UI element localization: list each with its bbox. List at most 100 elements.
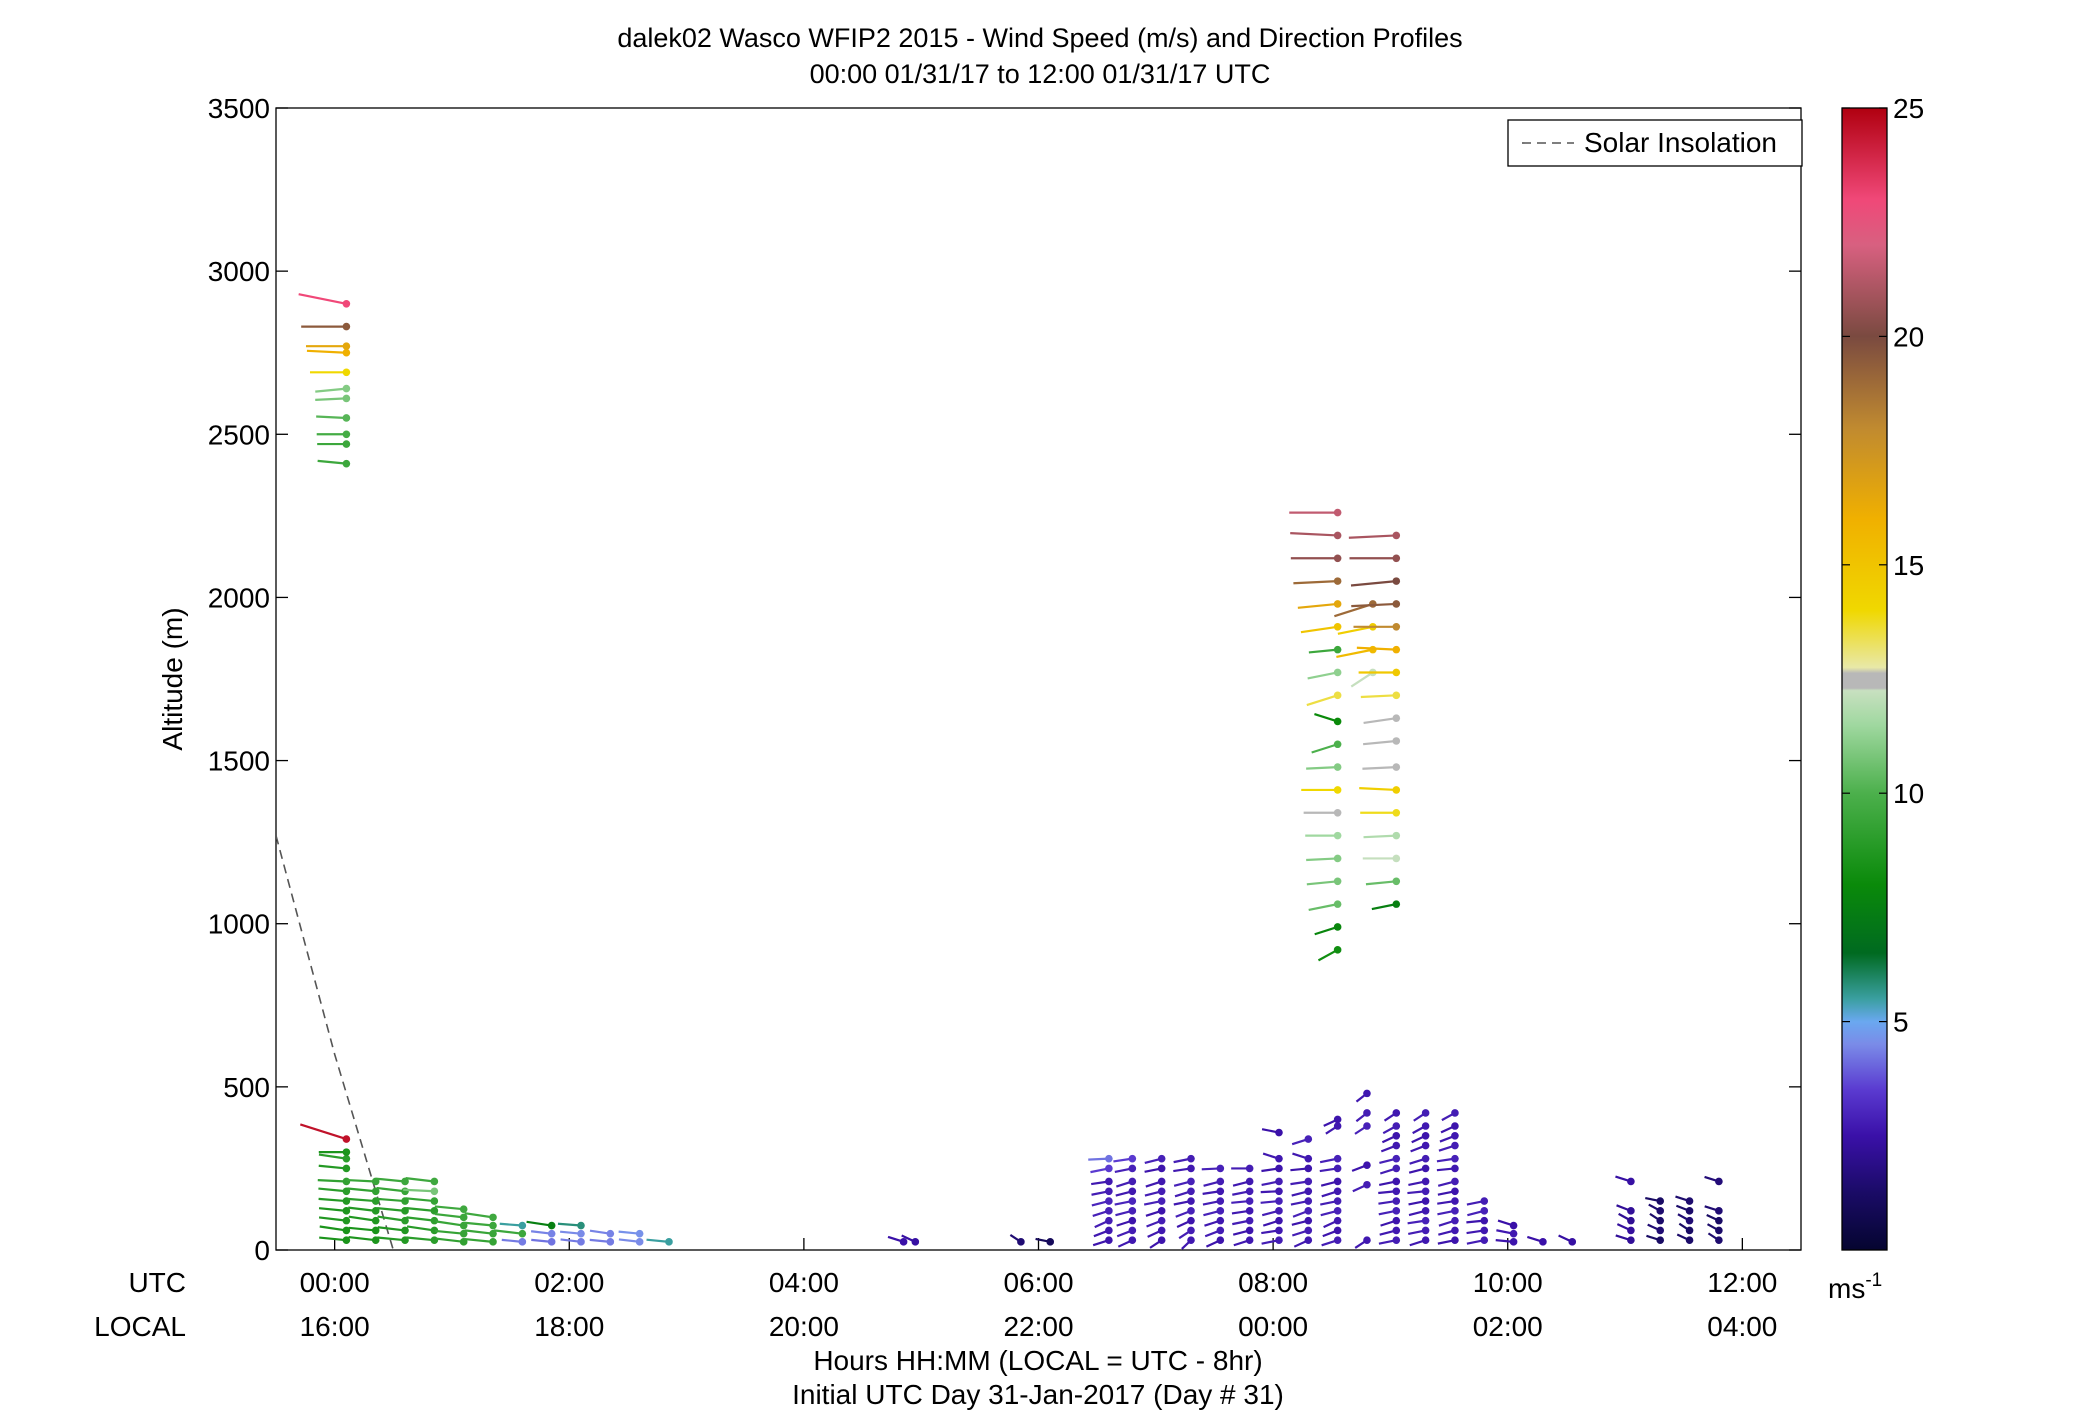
wind-barb-point	[547, 1229, 556, 1238]
wind-barb-point	[518, 1229, 527, 1238]
y-tick-label: 0	[254, 1235, 270, 1266]
wind-upper-barb-point	[1333, 531, 1342, 540]
x-tick-label-utc: 12:00	[1707, 1267, 1777, 1298]
wind-barb-point	[1157, 1197, 1166, 1205]
wind-barb-point	[459, 1229, 468, 1238]
wind-barb-point	[342, 1135, 351, 1143]
wind-barb-point	[342, 1154, 351, 1163]
wind-barb-point	[577, 1229, 585, 1238]
wind-barb-line	[315, 397, 347, 401]
wind-barb-point	[371, 1187, 380, 1196]
wind-barb-point	[1451, 1197, 1459, 1205]
wind-upper-barb-line	[1337, 625, 1374, 635]
wind-barb-line	[347, 1187, 376, 1193]
wind-upper-barb-point	[1333, 854, 1342, 863]
wind-barb-point	[1304, 1197, 1313, 1205]
wind-barb-point	[665, 1238, 673, 1246]
x-row-label-utc: UTC	[128, 1267, 186, 1298]
wind-barb-line	[526, 1220, 552, 1227]
wind-barb-point	[1105, 1164, 1113, 1173]
wind-barb-line	[435, 1229, 464, 1235]
wind-barb-point	[1392, 1187, 1401, 1196]
wind-barb-point	[1509, 1238, 1518, 1246]
wind-upper-barb-point	[1392, 645, 1401, 654]
y-tick-label: 3500	[208, 93, 270, 124]
wind-barb-point	[1363, 1122, 1371, 1130]
wind-barb-point	[1333, 1187, 1342, 1196]
wind-barb-point	[342, 440, 351, 448]
wind-barb-point	[1304, 1216, 1313, 1225]
wind-upper-barb-point	[1392, 554, 1401, 563]
wind-barb-point	[1333, 1207, 1342, 1215]
wind-upper-barb-line	[1350, 580, 1397, 587]
wind-upper-barb-point	[1333, 717, 1342, 726]
wind-barb-point	[1392, 1207, 1401, 1215]
wind-barb-point	[342, 1226, 351, 1235]
wind-barb-point	[1363, 1236, 1371, 1245]
wind-upper-barb-point	[1392, 600, 1401, 608]
wind-barb-point	[401, 1226, 409, 1235]
wind-barb-point	[547, 1238, 556, 1246]
wind-barb-line	[464, 1212, 494, 1219]
wind-barb-point	[1304, 1154, 1313, 1163]
wind-barb-point	[1128, 1187, 1137, 1196]
wind-barb-point	[1451, 1187, 1459, 1196]
wind-barb-point	[1392, 1164, 1401, 1173]
wind-barb-point	[1275, 1216, 1283, 1225]
wind-barb-point	[1392, 1236, 1401, 1245]
wind-barb-point	[1421, 1207, 1430, 1215]
y-tick-label: 2500	[208, 419, 270, 450]
colorbar-tick-label: 20	[1893, 321, 1924, 352]
wind-upper-barb-point	[1392, 763, 1401, 771]
wind-barb-point	[1568, 1238, 1577, 1246]
colorbar-tick-label: 25	[1893, 93, 1924, 124]
colorbar	[1841, 107, 1888, 1251]
wind-barb-point	[401, 1216, 409, 1225]
wind-upper-barb-point	[1333, 946, 1342, 954]
wind-barb-point	[1509, 1229, 1518, 1238]
wind-upper-barb-point	[1333, 622, 1342, 631]
wind-barb-line	[403, 1188, 435, 1193]
wind-upper-barb-line	[1365, 880, 1397, 886]
wind-barb-point	[1105, 1197, 1113, 1205]
wind-barb-point	[342, 1177, 351, 1186]
wind-upper-barb-point	[1333, 831, 1342, 840]
wind-barb-point	[430, 1236, 439, 1245]
wind-barb-point	[1105, 1154, 1113, 1163]
wind-barb-point	[430, 1207, 439, 1215]
solar-insolation-line	[276, 835, 395, 1250]
wind-barb-line	[406, 1216, 435, 1222]
wind-upper-barb-line	[1297, 602, 1338, 609]
wind-upper-barb-line	[1359, 787, 1397, 792]
wind-barb-point	[1392, 1226, 1401, 1235]
wind-upper-barb-line	[1351, 602, 1397, 608]
wind-barb-point	[911, 1238, 920, 1246]
wind-barb-point	[1157, 1226, 1166, 1235]
wind-upper-barb-line	[1306, 857, 1338, 862]
wind-barb-point	[1275, 1207, 1283, 1215]
wind-upper-barb-line	[1371, 903, 1397, 911]
wind-barb-line	[316, 415, 347, 420]
wind-barb-point	[1421, 1164, 1430, 1173]
colorbar-tick-label: 5	[1893, 1007, 1909, 1038]
wind-barb-point	[1480, 1236, 1489, 1245]
wind-barb-point	[635, 1238, 644, 1246]
wind-barb-point	[1421, 1109, 1430, 1117]
wind-barb-point	[1480, 1216, 1489, 1225]
wind-barb-line	[317, 1179, 347, 1183]
wind-barb-point	[1685, 1197, 1694, 1205]
wind-barb-point	[1275, 1177, 1283, 1186]
wind-barb-point	[1157, 1177, 1166, 1186]
chart-subtitle: 00:00 01/31/17 to 12:00 01/31/17 UTC	[810, 59, 1271, 89]
wind-upper-barb-point	[1392, 831, 1401, 840]
wind-barb-point	[1275, 1187, 1283, 1196]
wind-barb-point	[1275, 1226, 1283, 1235]
wind-barb-point	[1245, 1197, 1254, 1205]
wind-upper-barb-line	[1290, 532, 1338, 537]
wind-upper-barb-line	[1306, 765, 1338, 770]
wind-upper-barb-line	[1306, 880, 1338, 886]
wind-barb-point	[1451, 1207, 1459, 1215]
wind-upper-barb-line	[1293, 580, 1338, 585]
wind-barb-point	[1333, 1154, 1342, 1163]
